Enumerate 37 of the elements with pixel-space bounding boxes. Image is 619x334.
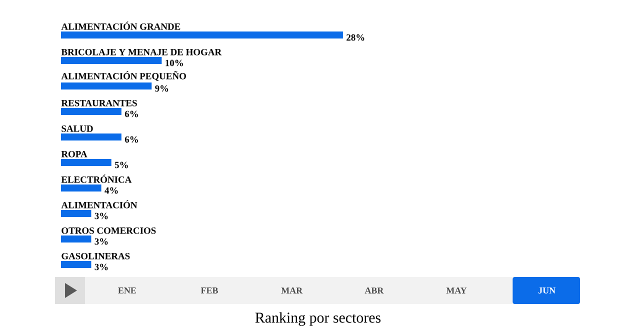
bar [61,134,122,140]
text: MAR [281,288,303,294]
bar [61,159,112,166]
text: JUN [538,288,556,294]
data-label: 3% [94,212,108,220]
bar [61,32,343,38]
y-tick-label: SALUD [62,125,93,132]
y-tick-label: ROPA [61,150,88,158]
bar [61,57,162,64]
data-label: 10% [166,60,183,66]
data-label: 28% [346,34,364,41]
data-label: 4% [104,187,118,194]
data-label: 3% [94,264,108,270]
bar [61,108,122,115]
y-tick-label: RESTAURANTES [61,100,137,106]
bar [61,210,92,217]
y-tick-label: ALIMENTACIÓN GRANDE [61,22,180,30]
bar [61,184,102,192]
text: MAY [446,288,467,294]
y-tick-label: ALIMENTACIÓN [61,200,138,208]
data-label: 9% [155,85,168,92]
text: FEB [200,288,218,294]
y-tick-label: OTROS COMERCIOS [62,227,156,234]
data-label: 6% [124,110,138,118]
bar [61,236,92,242]
text: ENE [118,288,136,294]
y-tick-label: ALIMENTACIÓN PEQUEÑO [61,71,186,81]
data-label: 5% [114,162,128,168]
data-label: 6% [124,136,138,143]
bar [61,260,92,268]
y-tick-label: ELECTRÓNICA [61,174,132,183]
y-tick-label: GASOLINERAS [62,252,130,260]
bar [61,82,152,90]
y-tick-label: BRICOLAJE Y MENAJE DE HOGAR [61,48,222,56]
data-label: 3% [94,238,108,245]
text: Ranking por sectores [255,312,381,326]
text: ABR [364,288,384,294]
